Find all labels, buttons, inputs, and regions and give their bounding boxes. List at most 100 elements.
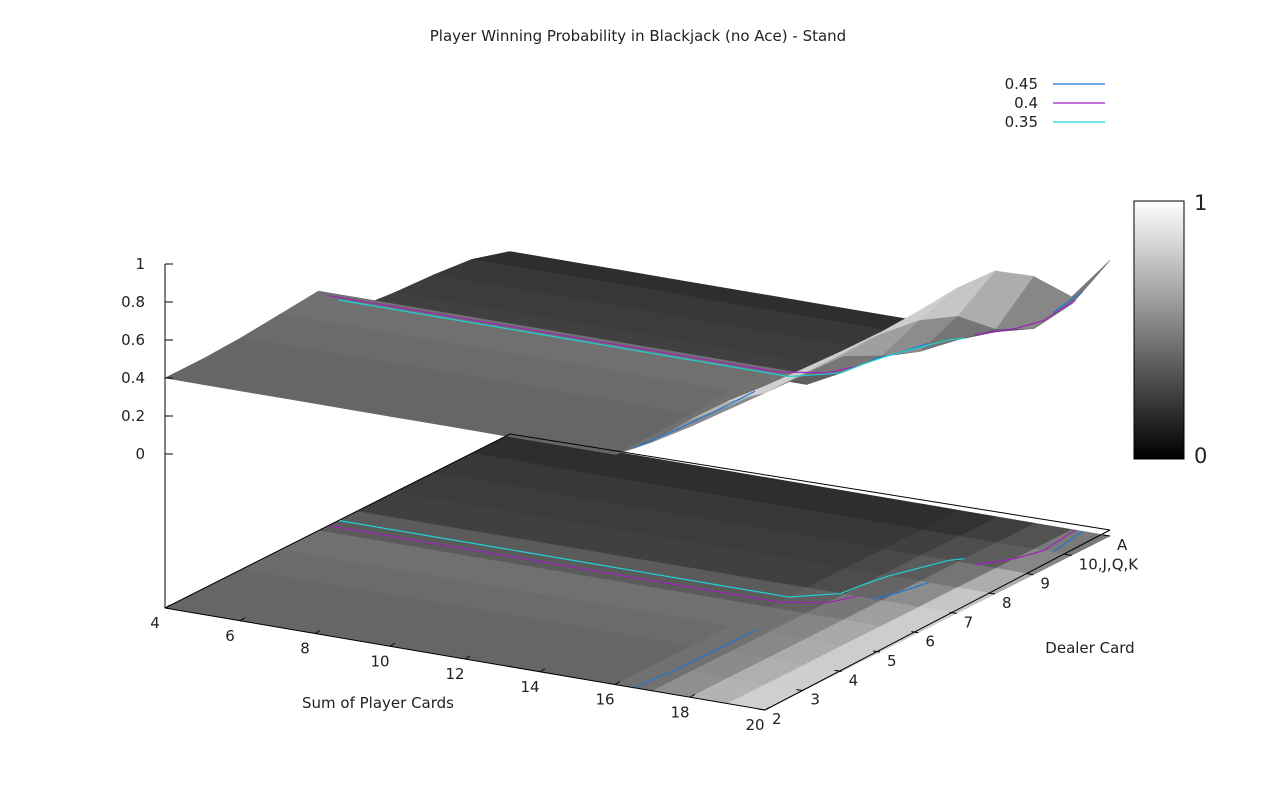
base-contour-segment <box>872 592 897 600</box>
surface-contour-segment <box>403 307 442 316</box>
surface-contour-segment <box>1043 299 1076 322</box>
surface-contour-segment <box>863 354 889 365</box>
x-tick-label: 4 <box>150 614 160 632</box>
surface-contour-segment <box>600 344 639 352</box>
y-tick-label: 9 <box>1040 575 1050 593</box>
z-tick-label: 0.6 <box>121 331 145 349</box>
y-tick-mark <box>872 650 881 653</box>
x-tick-label: 14 <box>520 678 539 696</box>
x-tick-label: 20 <box>745 716 764 734</box>
z-tick-label: 1 <box>135 255 145 273</box>
surface-contour-segment <box>1052 291 1083 314</box>
x-tick-mark <box>164 604 171 609</box>
x-tick-mark <box>239 617 246 622</box>
base-contour-segment <box>665 582 704 590</box>
surface-contour-segment <box>840 363 864 374</box>
y-tick-label: 6 <box>925 633 935 651</box>
base-contour-segment <box>638 570 677 579</box>
y-tick-mark <box>834 669 842 672</box>
surface-contour-segment <box>974 328 1016 336</box>
base-axes: 4 6 8 10 12 14 16 18 20 2 3 4 5 6 7 8 9 10,J,Q,KA <box>150 433 1140 734</box>
base-contour-segment <box>863 575 889 586</box>
z-tick-label: 0 <box>135 445 145 463</box>
base-contour-segment <box>375 526 414 534</box>
y-axis-label: Dealer Card <box>1045 639 1134 657</box>
surface-contour-segment <box>827 365 857 374</box>
surface-contour-segment <box>365 301 404 309</box>
base-contour-segment <box>590 569 629 578</box>
y-tick-mark <box>949 611 957 614</box>
surface-contour-segment <box>450 318 489 327</box>
x-axis-label: Sum of Player Cards <box>302 694 454 712</box>
x-tick-label: 18 <box>670 703 689 721</box>
surface-contour-segment <box>703 358 742 367</box>
y-tick-mark <box>1026 573 1034 576</box>
surface-contour-segment <box>948 337 965 341</box>
y-tick-label: 8 <box>1002 594 1012 612</box>
base-contour-layer <box>328 519 1083 689</box>
surface-contour-segment <box>515 326 554 335</box>
surface-contour-segment <box>478 320 517 329</box>
surface-contour-segment <box>413 312 452 320</box>
y-tick-label: A <box>1117 536 1128 554</box>
base-contour-segment <box>365 531 404 539</box>
legend-label-2: 0.35 <box>1005 113 1038 131</box>
surface-contour-segment <box>675 356 714 365</box>
y-tick-label: 3 <box>810 691 820 709</box>
z-tick-label: 0.4 <box>121 369 145 387</box>
base-contour-segment <box>488 545 527 553</box>
base-contour-segment <box>974 558 1016 566</box>
x-tick-mark <box>614 681 621 685</box>
surface-contour-segment <box>676 410 717 431</box>
surface-contour-segment <box>375 305 414 314</box>
base-contour-segment <box>525 551 564 560</box>
surface-contour-segment <box>328 294 367 303</box>
surface-contour-segment <box>638 350 677 358</box>
z-tick-label: 0.8 <box>121 293 145 311</box>
base-contour-segment <box>895 582 929 594</box>
y-tick-mark <box>1064 553 1072 556</box>
base-contour-segment <box>403 537 442 546</box>
colorbar-min-label: 0 <box>1194 444 1207 468</box>
base-contour-segment <box>788 592 841 598</box>
x-tick-label: 10 <box>370 652 389 670</box>
base-contour-segment <box>676 649 717 670</box>
base-contour-segment <box>553 563 592 571</box>
y-tick-label: 10,J,Q,K <box>1079 555 1140 573</box>
surface-contour-segment <box>750 369 789 378</box>
colorbar-gradient <box>1133 200 1185 460</box>
surface-contour-segment <box>590 339 629 348</box>
x-tick-label: 6 <box>225 627 235 645</box>
chart-title: Player Winning Probability in Blackjack … <box>430 27 846 45</box>
surface-contour-segment <box>440 314 479 322</box>
y-tick-mark <box>757 708 766 711</box>
base-contour-segment <box>703 588 742 597</box>
base-contour-segment <box>413 532 452 541</box>
base-contour-segment <box>713 583 752 592</box>
surface-contour-segment <box>338 299 377 307</box>
y-tick-mark <box>911 631 919 634</box>
base-contour-segment <box>716 630 756 651</box>
legend: 0.45 0.4 0.35 <box>1005 75 1105 131</box>
legend-label-1: 0.4 <box>1014 94 1038 112</box>
base-contour-segment <box>675 577 714 585</box>
base-contour-segment <box>1052 530 1083 553</box>
x-tick-mark <box>689 693 696 698</box>
surface-contour-segment <box>665 352 704 360</box>
base-contour-segment <box>600 564 639 573</box>
z-axis: 0 0.2 0.4 0.6 0.8 1 <box>121 255 173 608</box>
base-contour-segment <box>740 595 779 603</box>
colorbar-max-label: 1 <box>1194 191 1207 215</box>
surface-contour-segment <box>788 372 841 378</box>
colorbar: 1 0 <box>1133 191 1207 468</box>
base-contour-segment <box>338 519 377 528</box>
surface-contour-segment <box>740 365 779 373</box>
base-contour-segment <box>450 539 489 547</box>
x-tick-mark <box>389 642 396 647</box>
base-heatmap-layer <box>164 433 1111 711</box>
x-tick-label: 8 <box>300 640 310 658</box>
x-tick-mark <box>314 630 321 634</box>
base-contour-segment <box>778 601 828 604</box>
legend-label-0: 0.45 <box>1005 75 1038 93</box>
surface-layer <box>164 251 1111 455</box>
